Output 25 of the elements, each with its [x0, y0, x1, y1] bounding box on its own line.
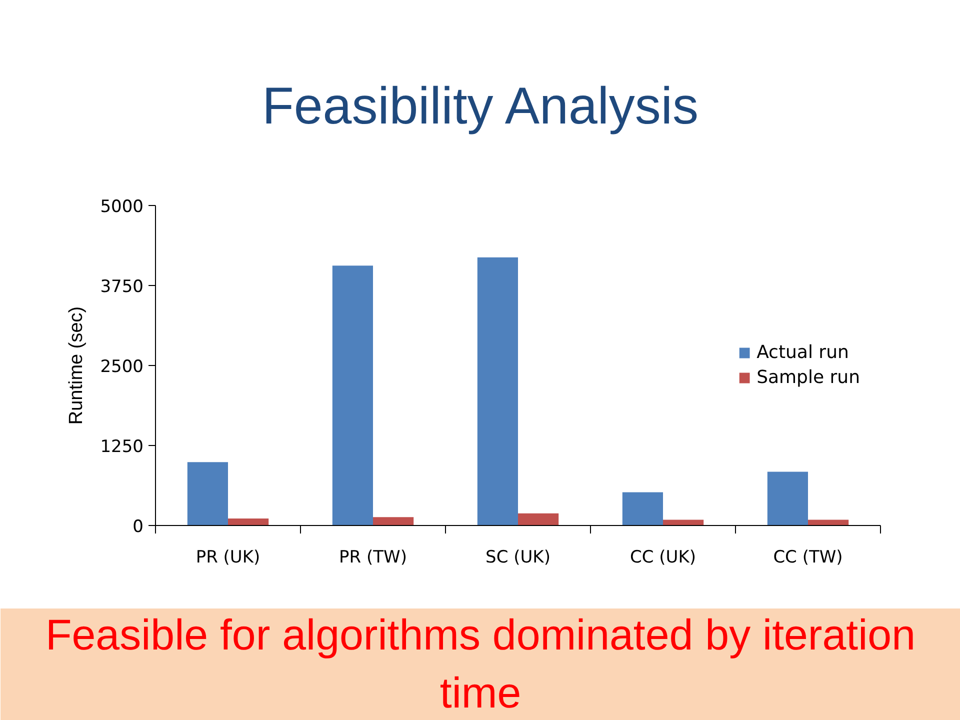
- bar: [622, 492, 663, 526]
- legend-label: Sample run: [756, 367, 860, 388]
- y-tick-label: 1250: [100, 437, 144, 457]
- text: Feasible for algorithms dominated by iteration time: [46, 612, 916, 718]
- y-tick-label: 3750: [100, 277, 144, 297]
- x-tick-label: CC (TW): [773, 548, 843, 568]
- bar: [228, 518, 269, 526]
- bar: [187, 462, 228, 526]
- bar: [663, 520, 704, 526]
- bar: [518, 513, 559, 526]
- x-tick-label: PR (TW): [339, 548, 407, 568]
- y-tick-label: 0: [132, 517, 144, 537]
- bar: [332, 266, 373, 526]
- bar: [373, 517, 414, 526]
- bar: [808, 520, 849, 526]
- x-tick-label: SC (UK): [486, 548, 550, 568]
- y-tick-label: 5000: [100, 197, 144, 217]
- y-tick-label: 2500: [100, 357, 144, 377]
- x-tick-label: CC (UK): [630, 548, 696, 568]
- chart-title: Feasibility Analysis: [262, 78, 698, 136]
- y-axis-title: Runtime (sec): [66, 306, 88, 425]
- bar: [767, 472, 808, 526]
- x-tick-label: PR (UK): [196, 548, 260, 568]
- legend-label: Actual run: [756, 342, 849, 363]
- bar: [477, 257, 518, 526]
